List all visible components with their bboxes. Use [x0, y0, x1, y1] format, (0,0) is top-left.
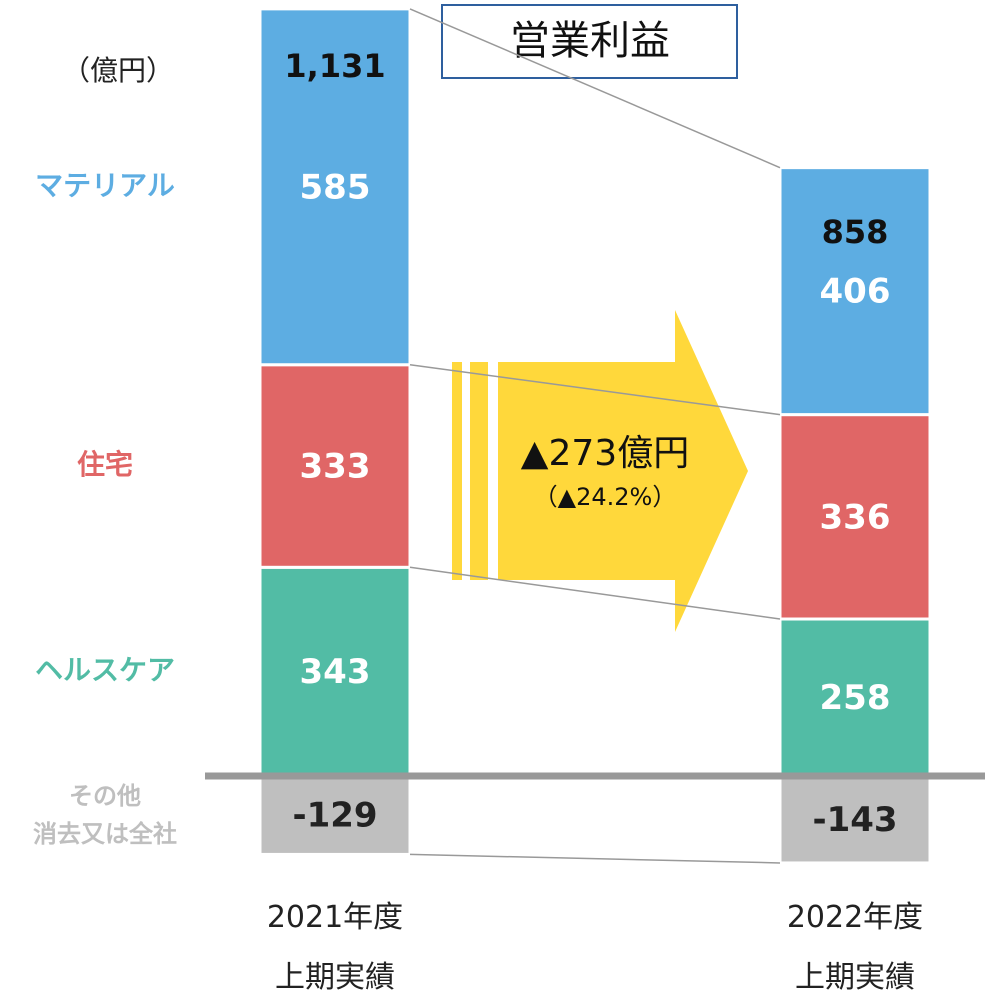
x-tick-label: 2021年度 上期実績: [266, 900, 404, 995]
data-label: 585: [300, 167, 371, 207]
annotation: （▲24.2%）: [534, 483, 677, 511]
bar-segment: [778, 774, 932, 865]
legend-label: マテリアル: [35, 169, 175, 202]
bar-segment: [258, 363, 412, 569]
connector: [409, 363, 781, 416]
legend-label: 住宅: [77, 448, 133, 481]
data-label: 406: [820, 272, 891, 312]
data-label: 336: [820, 497, 891, 537]
annotation: ▲273億円: [521, 433, 689, 474]
total-label: 1,131: [284, 47, 385, 85]
bar-segment: [258, 565, 412, 778]
title-box: [441, 4, 738, 79]
connector: [409, 8, 781, 169]
total-label: 858: [822, 213, 889, 251]
data-label: -143: [812, 800, 897, 840]
unit-label: （億円）: [62, 54, 174, 87]
arrow: [452, 310, 748, 632]
connector: [409, 853, 781, 864]
data-label: -129: [292, 796, 377, 836]
x-tick-label: 2022年度 上期実績: [786, 900, 924, 995]
chart-title: 営業利益: [510, 18, 670, 64]
data-label: 333: [300, 447, 371, 487]
legend-label: その他消去又は全社: [33, 782, 177, 848]
bar-segment: [778, 617, 932, 778]
data-label: 343: [300, 652, 371, 692]
bar-segment: [258, 7, 412, 367]
data-label: 258: [820, 678, 891, 718]
legend-label: ヘルスケア: [35, 654, 175, 687]
bar-segment: [778, 166, 932, 417]
connector: [409, 566, 781, 620]
